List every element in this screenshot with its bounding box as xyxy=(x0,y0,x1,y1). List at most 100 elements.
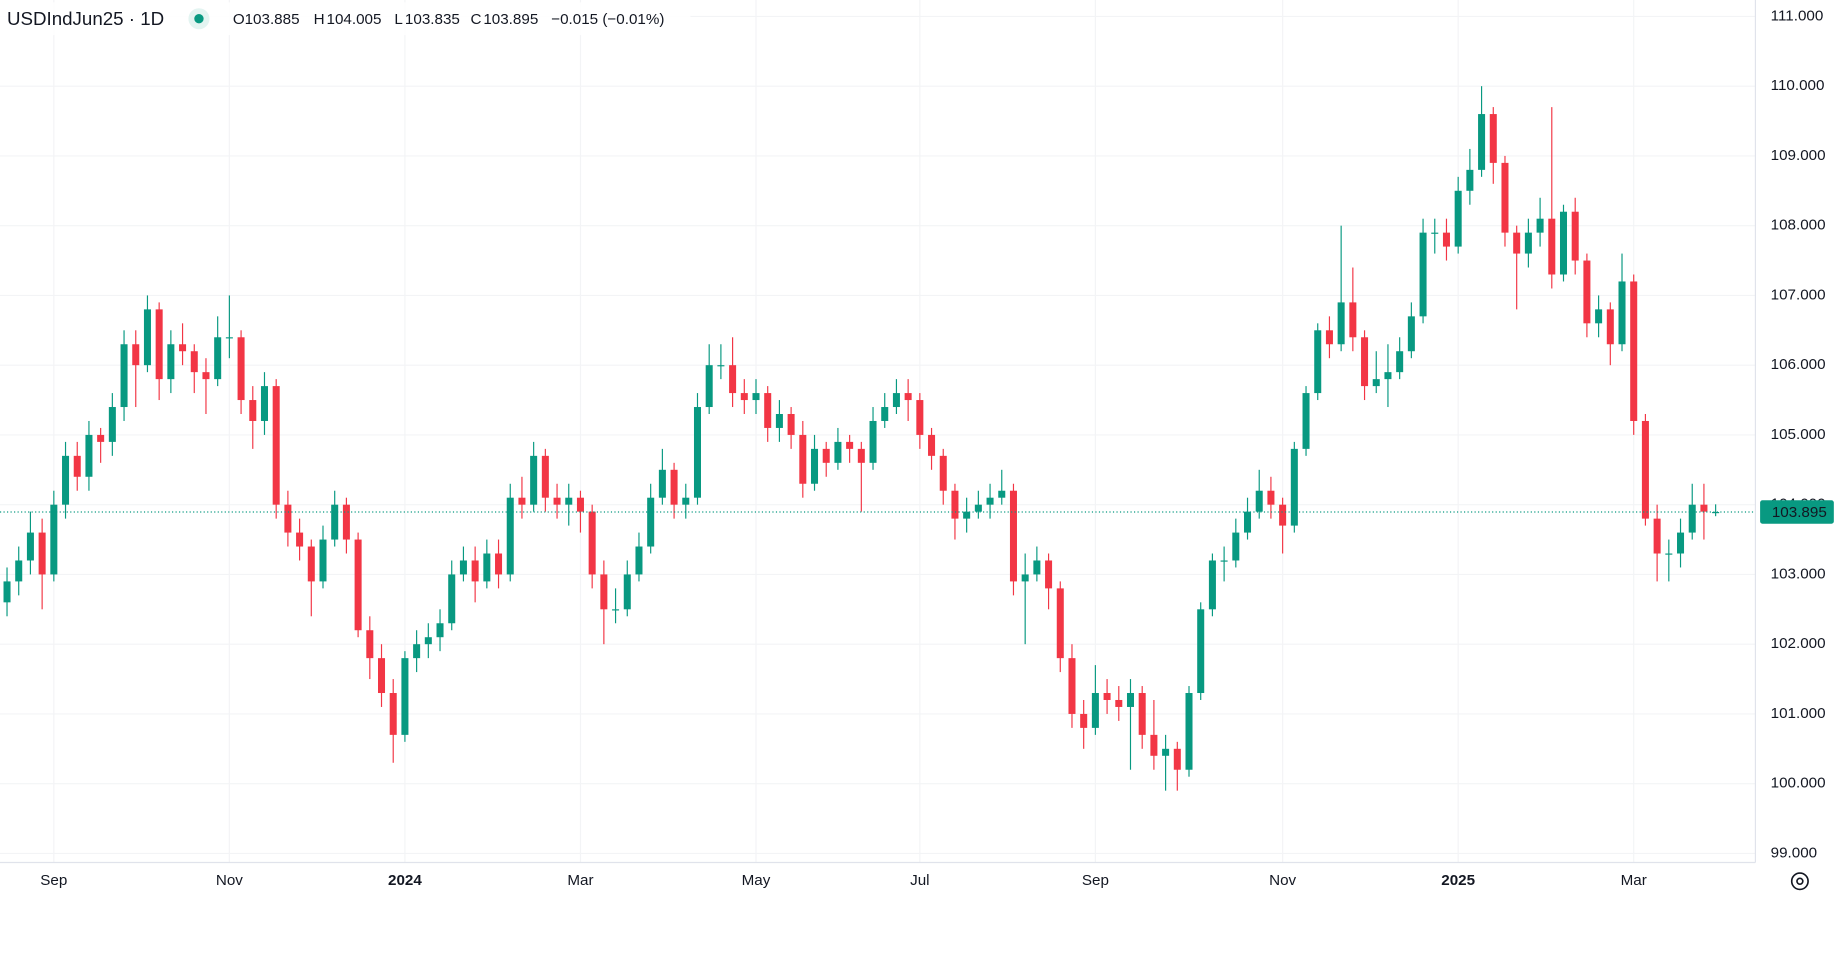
candle-body xyxy=(530,455,538,505)
candle-body xyxy=(1267,490,1275,505)
candle-body xyxy=(576,497,584,512)
candle-body xyxy=(588,511,596,575)
x-tick-label: Nov xyxy=(1269,872,1296,889)
x-tick-label: Sep xyxy=(40,872,67,889)
candle-body xyxy=(436,623,444,638)
x-tick-label: Mar xyxy=(567,872,593,889)
candle-body xyxy=(752,393,760,401)
candle-body xyxy=(600,574,608,610)
candle-body xyxy=(834,441,842,463)
candle-body xyxy=(846,441,854,449)
candle-body xyxy=(1559,211,1568,275)
candle-body xyxy=(1466,169,1474,191)
candle-body xyxy=(647,497,655,547)
candle-body xyxy=(38,532,46,575)
candle-body xyxy=(740,393,748,401)
candle-body xyxy=(729,365,737,394)
candle-body xyxy=(1302,393,1310,449)
candle-body xyxy=(1290,448,1298,526)
settings-icon-center[interactable] xyxy=(1796,877,1804,885)
candle-body xyxy=(1606,309,1614,345)
candle-body xyxy=(108,407,116,442)
candle-body xyxy=(612,609,620,611)
candle-body xyxy=(225,337,233,339)
y-tick-label: 107.000 xyxy=(1771,286,1826,303)
candle-body xyxy=(1677,532,1685,554)
candle-body xyxy=(15,560,23,582)
candle-body xyxy=(260,386,268,421)
x-tick-label: Nov xyxy=(216,872,243,889)
candle-body xyxy=(132,344,140,366)
candle-body xyxy=(811,448,819,484)
candle-body xyxy=(1056,588,1064,659)
candle-body xyxy=(1162,748,1170,756)
candle-body xyxy=(799,434,807,484)
candle-body xyxy=(705,365,713,408)
status-dot[interactable] xyxy=(194,14,204,24)
candle-body xyxy=(1595,309,1603,324)
candle-body xyxy=(378,658,386,694)
last-price-label: 103.895 xyxy=(1772,504,1827,521)
x-tick-label: May xyxy=(742,872,771,889)
y-tick-label: 106.000 xyxy=(1771,356,1826,373)
settings-icon[interactable] xyxy=(1790,872,1809,891)
candle-body xyxy=(1501,162,1509,233)
settings-button[interactable] xyxy=(1790,872,1809,891)
open-value: 103.885 xyxy=(245,11,300,28)
candle-body xyxy=(284,504,292,533)
candle-body xyxy=(319,539,327,582)
candle-body xyxy=(1349,302,1357,338)
candle-body xyxy=(167,344,175,380)
candle-body xyxy=(249,400,257,421)
candle-body xyxy=(928,434,936,456)
candle-body xyxy=(1419,232,1427,317)
candle-body xyxy=(1185,693,1193,770)
candle-body xyxy=(120,344,128,408)
candle-body xyxy=(73,455,81,477)
candle-body xyxy=(1115,699,1123,707)
candle-body xyxy=(85,434,93,477)
candle-body xyxy=(155,309,163,380)
candle-body xyxy=(26,532,34,561)
y-tick-label: 102.000 xyxy=(1771,635,1826,652)
candle-body xyxy=(951,490,959,519)
candle-body xyxy=(1618,281,1626,345)
candle-body xyxy=(1126,693,1135,707)
symbol[interactable]: USDIndJun25 · 1D xyxy=(7,8,164,29)
x-tick-label: 2024 xyxy=(388,872,422,889)
candle-body xyxy=(1653,518,1661,554)
y-tick-label: 111.000 xyxy=(1771,7,1824,24)
candle-body xyxy=(1337,302,1345,345)
candle-body xyxy=(354,539,362,631)
candle-body xyxy=(916,400,924,435)
candle-body xyxy=(1197,609,1205,694)
candle-body xyxy=(1138,693,1146,735)
candle-body xyxy=(62,455,70,505)
candle-body xyxy=(1361,337,1369,387)
candle-body xyxy=(1700,504,1708,512)
candles xyxy=(0,86,1756,791)
close-value: 103.895 xyxy=(483,11,538,28)
candle-body xyxy=(1021,574,1029,582)
candle-body xyxy=(1045,560,1053,589)
candle-body xyxy=(1396,351,1404,373)
candle-body xyxy=(881,407,889,421)
candle-body xyxy=(1712,512,1720,514)
low-label: L xyxy=(394,11,402,28)
candle-body xyxy=(1033,560,1041,575)
candle-body xyxy=(1478,114,1486,170)
candle-body xyxy=(787,413,795,435)
candle-body xyxy=(1489,114,1497,163)
y-tick-label: 103.000 xyxy=(1771,565,1826,582)
y-tick-label: 100.000 xyxy=(1771,775,1826,792)
candle-body xyxy=(331,504,339,540)
candle-body xyxy=(50,504,58,575)
candle-body xyxy=(1688,504,1696,533)
candle-body xyxy=(963,511,971,519)
candle-body xyxy=(1571,211,1579,261)
candle-body xyxy=(401,658,409,735)
candle-body xyxy=(471,560,479,582)
candle-body xyxy=(822,448,830,463)
candle-body xyxy=(1513,232,1521,254)
open-label: O xyxy=(233,11,245,28)
